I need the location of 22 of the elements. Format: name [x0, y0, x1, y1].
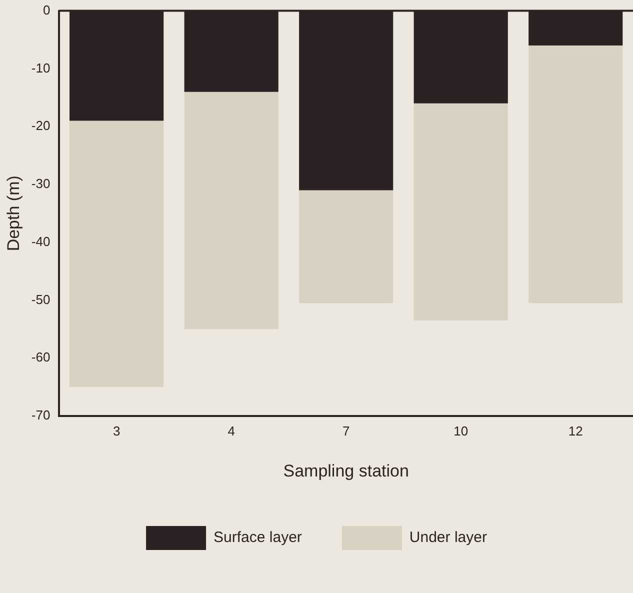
y-tick-label: -40 — [31, 234, 50, 249]
legend-label: Surface layer — [214, 529, 302, 546]
bar — [299, 190, 394, 304]
bar — [70, 120, 164, 388]
x-tick-label: 4 — [228, 423, 235, 438]
y-tick-label: -10 — [31, 60, 50, 76]
bar — [414, 103, 508, 320]
x-tick-label: 3 — [112, 423, 120, 438]
x-tick-label: 10 — [454, 423, 468, 438]
y-tick-label: -60 — [31, 350, 50, 365]
legend-label: Under layer — [409, 529, 487, 546]
x-tick-label: 7 — [342, 423, 350, 438]
y-tick-label: -70 — [31, 408, 50, 423]
y-axis-title: Depth (m) — [4, 176, 23, 252]
x-axis-title: Sampling station — [283, 461, 409, 480]
y-tick-label: -30 — [31, 176, 50, 192]
x-tick-label: 12 — [568, 423, 583, 438]
bar — [184, 92, 278, 330]
y-tick-label: -50 — [31, 292, 50, 307]
y-tick-label: -20 — [31, 118, 50, 134]
bar — [528, 46, 623, 304]
y-tick-label: 0 — [42, 2, 50, 18]
